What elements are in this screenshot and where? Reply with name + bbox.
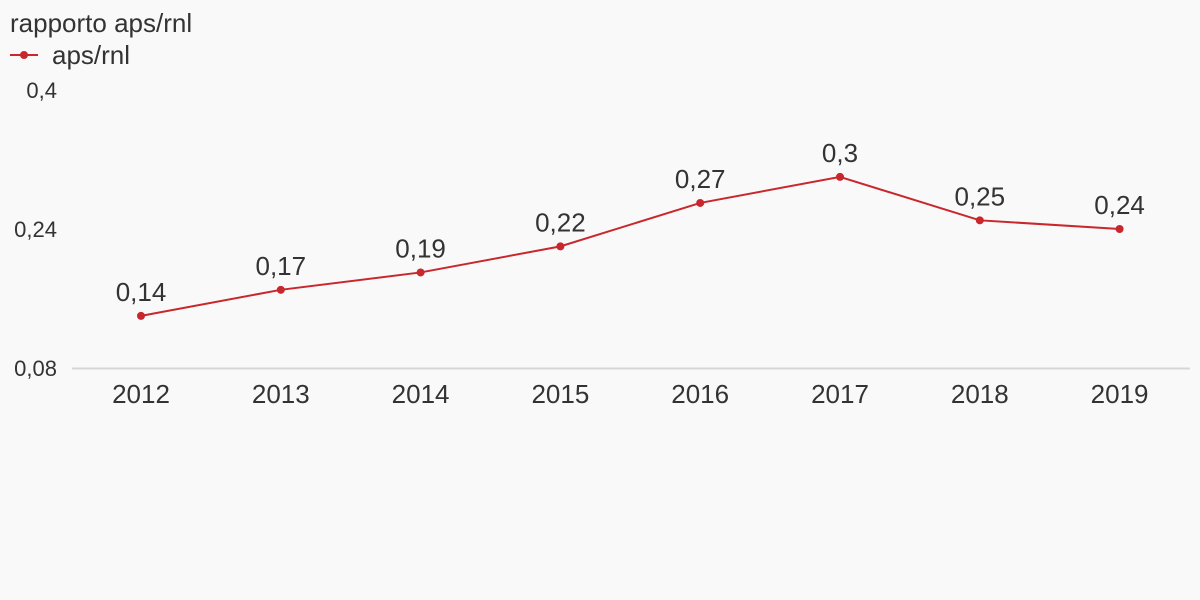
data-point — [975, 216, 984, 225]
data-label: 0,22 — [535, 207, 586, 237]
x-tick-label: 2012 — [112, 379, 170, 409]
x-tick-label: 2017 — [811, 379, 869, 409]
x-tick-label: 2018 — [951, 379, 1009, 409]
x-tick-label: 2013 — [252, 379, 310, 409]
x-tick-label: 2016 — [671, 379, 729, 409]
x-tick-label: 2015 — [531, 379, 589, 409]
data-label: 0,27 — [675, 164, 726, 194]
legend: aps/rnl — [10, 40, 130, 70]
y-tick-label: 0,4 — [26, 78, 57, 103]
chart-title: rapporto aps/rnl — [10, 8, 193, 38]
y-tick-label: 0,08 — [14, 356, 57, 381]
x-tick-label: 2014 — [392, 379, 450, 409]
data-label: 0,24 — [1094, 190, 1145, 220]
data-label: 0,14 — [116, 277, 167, 307]
data-point — [696, 198, 705, 207]
data-point — [836, 172, 844, 181]
data-point — [137, 311, 145, 320]
data-point — [416, 268, 425, 277]
data-point — [276, 285, 285, 294]
legend-label: aps/rnl — [52, 40, 131, 70]
x-tick-label: 2019 — [1091, 379, 1149, 409]
data-label: 0,19 — [395, 233, 446, 263]
data-label: 0,25 — [954, 181, 1005, 211]
data-label: 0,3 — [822, 138, 858, 168]
y-tick-label: 0,24 — [14, 217, 57, 242]
data-label: 0,17 — [255, 251, 306, 281]
series-line — [140, 175, 1120, 317]
data-point — [556, 242, 565, 251]
data-point — [1115, 225, 1124, 233]
legend-line-marker-icon — [10, 51, 38, 59]
